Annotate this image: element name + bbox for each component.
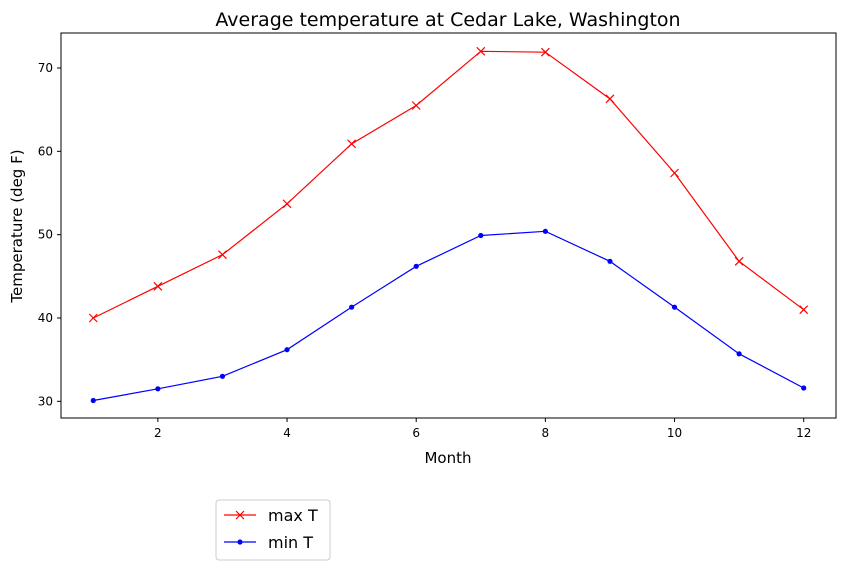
data-point-min-t	[284, 347, 290, 353]
data-point-min-t	[671, 304, 678, 310]
plot-area-frame	[60, 32, 837, 419]
y-tick-label: 60	[38, 144, 53, 158]
x-tick-label: 10	[667, 426, 682, 440]
data-point-max-t	[540, 47, 550, 57]
x-tick-label: 6	[412, 426, 420, 440]
data-point-max-t	[670, 168, 679, 178]
series-max-t	[88, 46, 809, 323]
data-point-max-t	[153, 281, 163, 291]
x-tick-label: 8	[542, 426, 550, 440]
data-point-min-t	[413, 263, 419, 269]
series-min-t	[90, 228, 807, 404]
y-tick-label: 70	[38, 61, 53, 75]
data-point-max-t	[88, 313, 98, 323]
legend-swatch-marker	[237, 539, 243, 545]
x-axis: 2 4 6 8 10 12	[154, 418, 811, 440]
x-tick-label: 12	[796, 426, 811, 440]
data-point-max-t	[347, 139, 357, 149]
series-layer	[88, 46, 809, 404]
y-axis-title: Temperature (deg F)	[8, 149, 26, 303]
data-point-min-t	[349, 304, 355, 310]
legend-item-min-t: min T	[224, 533, 313, 552]
data-point-min-t	[542, 228, 548, 234]
series-line-min-t	[93, 230, 804, 402]
x-tick-label: 4	[283, 426, 291, 440]
chart-title: Average temperature at Cedar Lake, Washi…	[215, 9, 680, 31]
data-point-max-t	[799, 305, 809, 315]
data-point-min-t	[90, 397, 96, 404]
y-tick-label: 50	[38, 228, 53, 242]
y-tick-label: 30	[38, 394, 53, 408]
data-point-max-t	[411, 101, 421, 110]
data-point-max-t	[282, 199, 292, 209]
data-point-min-t	[478, 232, 484, 239]
legend-label: min T	[268, 533, 313, 552]
data-point-min-t	[736, 351, 742, 357]
legend-swatch-marker	[235, 510, 245, 520]
legend-item-max-t: max T	[224, 506, 318, 525]
legend-label: max T	[268, 506, 318, 525]
data-point-max-t	[218, 250, 227, 260]
y-tick-label: 40	[38, 311, 53, 325]
legend: max T min T	[215, 499, 331, 561]
data-point-min-t	[607, 258, 613, 264]
x-axis-title: Month	[424, 449, 471, 467]
data-point-min-t	[155, 386, 161, 392]
data-point-max-t	[476, 46, 486, 56]
data-point-max-t	[605, 94, 615, 104]
data-point-max-t	[734, 256, 744, 266]
series-line-max-t	[93, 50, 805, 319]
data-point-min-t	[219, 373, 226, 379]
x-tick-label: 2	[154, 426, 162, 440]
y-axis: 30 40 50 60 70	[38, 61, 61, 408]
data-point-min-t	[801, 385, 807, 391]
